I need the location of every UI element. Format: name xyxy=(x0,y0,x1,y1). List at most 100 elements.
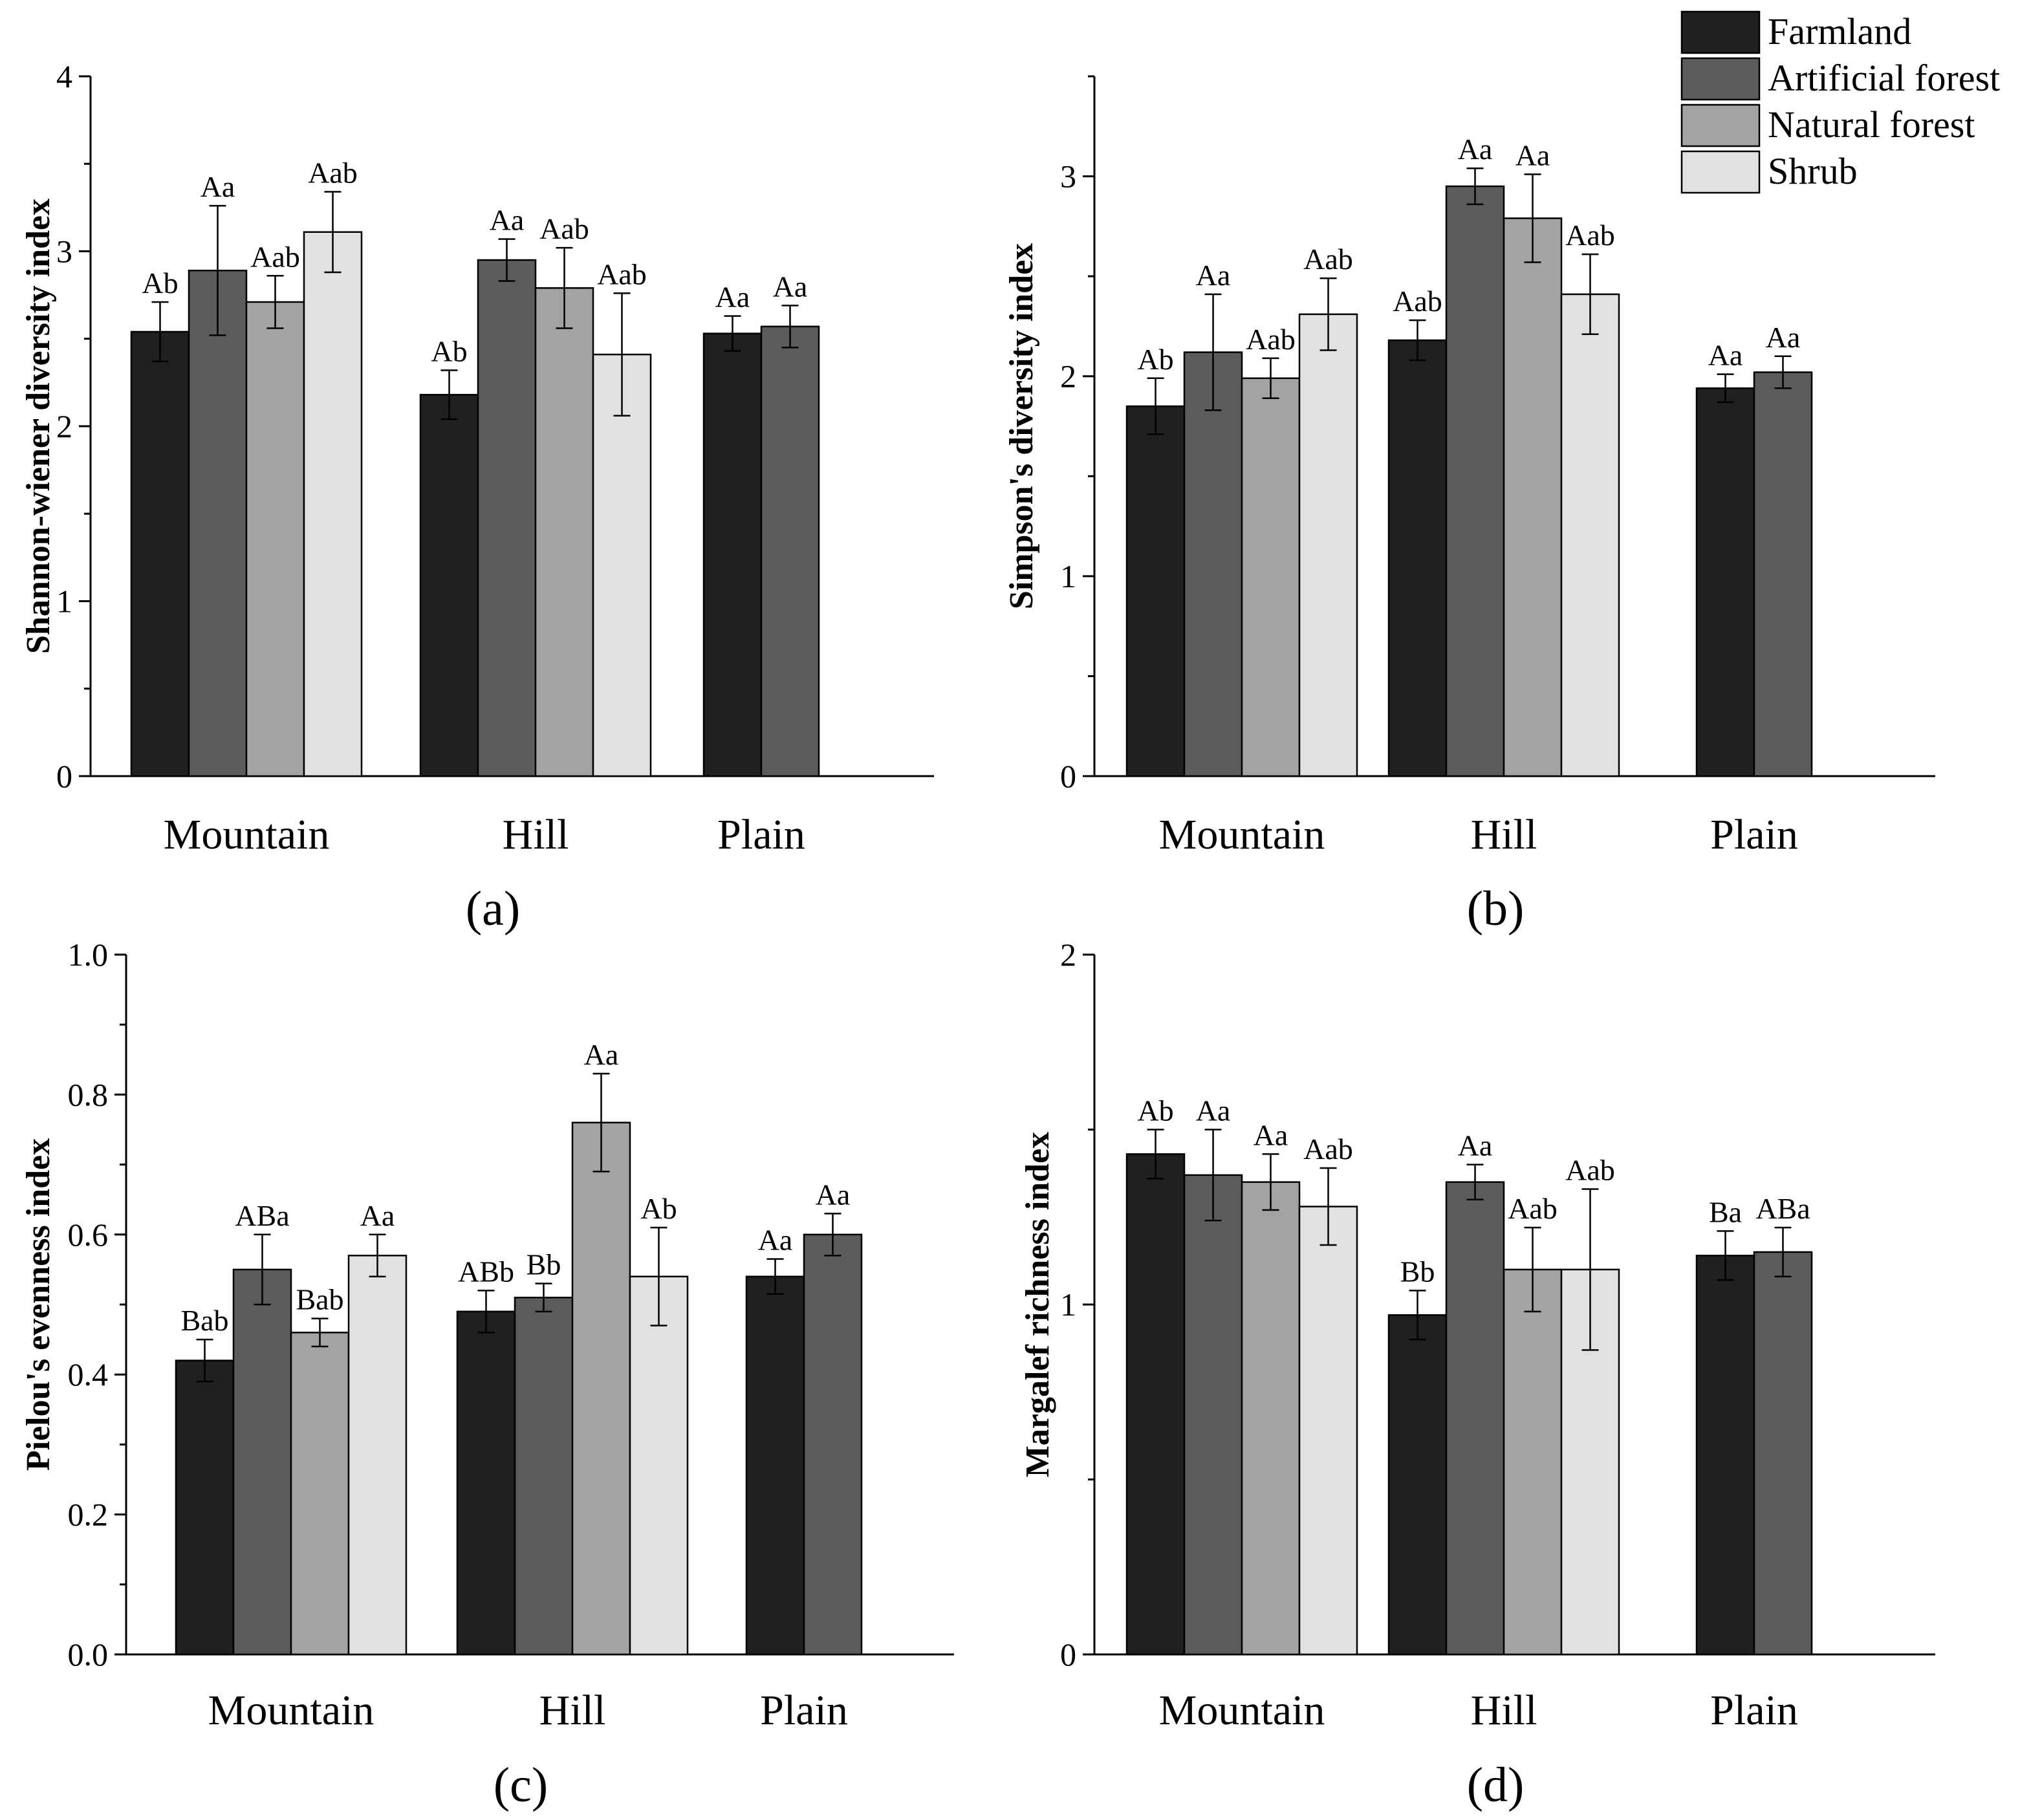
legend-label: Shrub xyxy=(1768,150,1858,192)
panel-label: (b) xyxy=(1467,882,1525,936)
chart-panel-d: 0 1 2 Margalef richness index Ab Aa Aa Aab Mount… xyxy=(1019,937,1935,1812)
bar-natural-forest-mountain xyxy=(1241,377,1301,777)
significance-label: Aa xyxy=(816,1178,851,1211)
chart-panel-a: 0 1 2 3 4 Shannon-wiener diversity index Ab Aa A… xyxy=(20,58,934,936)
bar-natural-forest-mountain xyxy=(1241,1181,1301,1656)
bar-artificial-forest-mountain xyxy=(1183,351,1243,777)
significance-label: Aa xyxy=(1196,1094,1231,1127)
y-tick-label: 2 xyxy=(1060,937,1076,973)
bar-farmland-plain xyxy=(1695,1255,1755,1656)
bar-shrub-mountain xyxy=(1298,1206,1358,1656)
bar-shrub-hill xyxy=(629,1275,689,1656)
legend-swatch xyxy=(1680,150,1761,194)
bar-artificial-forest-plain xyxy=(760,325,820,777)
y-tick-label: 0 xyxy=(1060,1636,1076,1673)
bar-farmland-hill xyxy=(456,1310,516,1656)
bar-natural-forest-hill xyxy=(1503,217,1563,777)
y-axis-title: Simpson's diversity index xyxy=(1003,243,1040,609)
significance-label: Aa xyxy=(758,1224,793,1257)
category-label-mountain: Mountain xyxy=(1159,1687,1325,1734)
significance-label: Aa xyxy=(1254,1118,1288,1151)
category-label-hill: Hill xyxy=(1471,1687,1537,1734)
significance-label: Aab xyxy=(1565,1153,1615,1186)
significance-label: Aab xyxy=(308,157,358,190)
bar-farmland-plain xyxy=(702,332,763,777)
legend-swatch xyxy=(1680,103,1761,147)
significance-label: Aab xyxy=(1565,219,1615,252)
significance-label: Aa xyxy=(584,1038,619,1071)
significance-label: Aab xyxy=(539,212,589,245)
category-label-mountain: Mountain xyxy=(164,811,330,858)
panel-label: (c) xyxy=(494,1758,548,1812)
legend-label: Natural forest xyxy=(1768,103,1975,146)
significance-label: Bb xyxy=(527,1248,561,1281)
bar-shrub-hill xyxy=(592,353,652,777)
y-tick-label: 1.0 xyxy=(68,937,109,973)
category-label-plain: Plain xyxy=(717,811,805,858)
significance-label: ABb xyxy=(458,1255,514,1288)
bar-artificial-forest-mountain xyxy=(1183,1174,1243,1656)
bar-shrub-mountain xyxy=(303,231,363,777)
significance-label: Aa xyxy=(490,204,525,237)
bar-artificial-forest-plain xyxy=(803,1233,863,1656)
significance-label: Aab xyxy=(1508,1192,1558,1225)
significance-label: Bab xyxy=(296,1283,343,1316)
y-tick-label: 0.4 xyxy=(68,1356,109,1392)
significance-label: Aa xyxy=(1458,1129,1493,1162)
chart-panel-b: 0 1 2 3 Simpson's diversity index Ab Aa Aab Aab M… xyxy=(1003,75,1935,936)
significance-label: Aa xyxy=(1458,133,1493,166)
category-label-hill: Hill xyxy=(503,811,569,858)
significance-label: Ab xyxy=(1137,343,1173,376)
y-tick-label: 4 xyxy=(56,58,72,94)
significance-label: Aab xyxy=(250,240,300,273)
bar-farmland-hill xyxy=(1387,1314,1448,1656)
bar-natural-forest-hill xyxy=(1503,1268,1563,1656)
significance-label: Aa xyxy=(1515,138,1550,171)
category-label-hill: Hill xyxy=(539,1687,606,1734)
bar-farmland-mountain xyxy=(175,1360,235,1656)
y-tick-label: 3 xyxy=(56,233,72,270)
bar-natural-forest-mountain xyxy=(245,301,305,777)
significance-label: Aab xyxy=(1303,1132,1353,1165)
y-tick-label: 0.2 xyxy=(68,1497,109,1533)
category-label-plain: Plain xyxy=(760,1687,848,1734)
legend-swatch xyxy=(1680,10,1761,54)
significance-label: Ab xyxy=(1137,1094,1173,1127)
bar-farmland-mountain xyxy=(130,330,190,777)
bar-natural-forest-mountain xyxy=(290,1332,350,1656)
y-tick-label: 1 xyxy=(1060,1286,1076,1323)
bar-artificial-forest-hill xyxy=(1445,1181,1505,1656)
significance-label: Aa xyxy=(1196,259,1231,292)
bar-natural-forest-hill xyxy=(534,287,594,777)
y-tick-label: 1 xyxy=(1060,558,1076,594)
significance-label: ABa xyxy=(235,1199,289,1232)
bar-artificial-forest-hill xyxy=(1445,185,1505,777)
panel-label: (a) xyxy=(466,882,520,936)
y-axis-title: Shannon-wiener diversity index xyxy=(20,199,57,654)
y-axis-title: Pielou's evenness index xyxy=(20,1138,57,1471)
y-tick-label: 3 xyxy=(1060,158,1076,195)
category-label-plain: Plain xyxy=(1710,1687,1798,1734)
bar-farmland-plain xyxy=(1695,387,1755,777)
bar-artificial-forest-mountain xyxy=(232,1268,292,1656)
significance-label: Aab xyxy=(1393,285,1442,318)
significance-label: Ab xyxy=(142,266,178,299)
significance-label: Aa xyxy=(360,1199,395,1232)
bar-farmland-mountain xyxy=(1125,1153,1186,1656)
y-tick-label: 1 xyxy=(56,583,72,620)
legend-label: Farmland xyxy=(1768,10,1911,52)
bar-artificial-forest-plain xyxy=(1753,371,1813,777)
significance-label: Ab xyxy=(431,334,467,367)
significance-label: Bb xyxy=(1400,1255,1435,1288)
y-tick-label: 2 xyxy=(56,408,72,444)
category-label-plain: Plain xyxy=(1710,811,1798,858)
significance-label: Aa xyxy=(201,170,235,203)
category-label-mountain: Mountain xyxy=(208,1687,375,1734)
bar-shrub-hill xyxy=(1560,293,1620,777)
y-tick-label: 0.8 xyxy=(68,1076,109,1112)
bar-farmland-hill xyxy=(1387,339,1448,777)
bar-artificial-forest-hill xyxy=(514,1296,574,1656)
bar-farmland-plain xyxy=(745,1275,805,1656)
